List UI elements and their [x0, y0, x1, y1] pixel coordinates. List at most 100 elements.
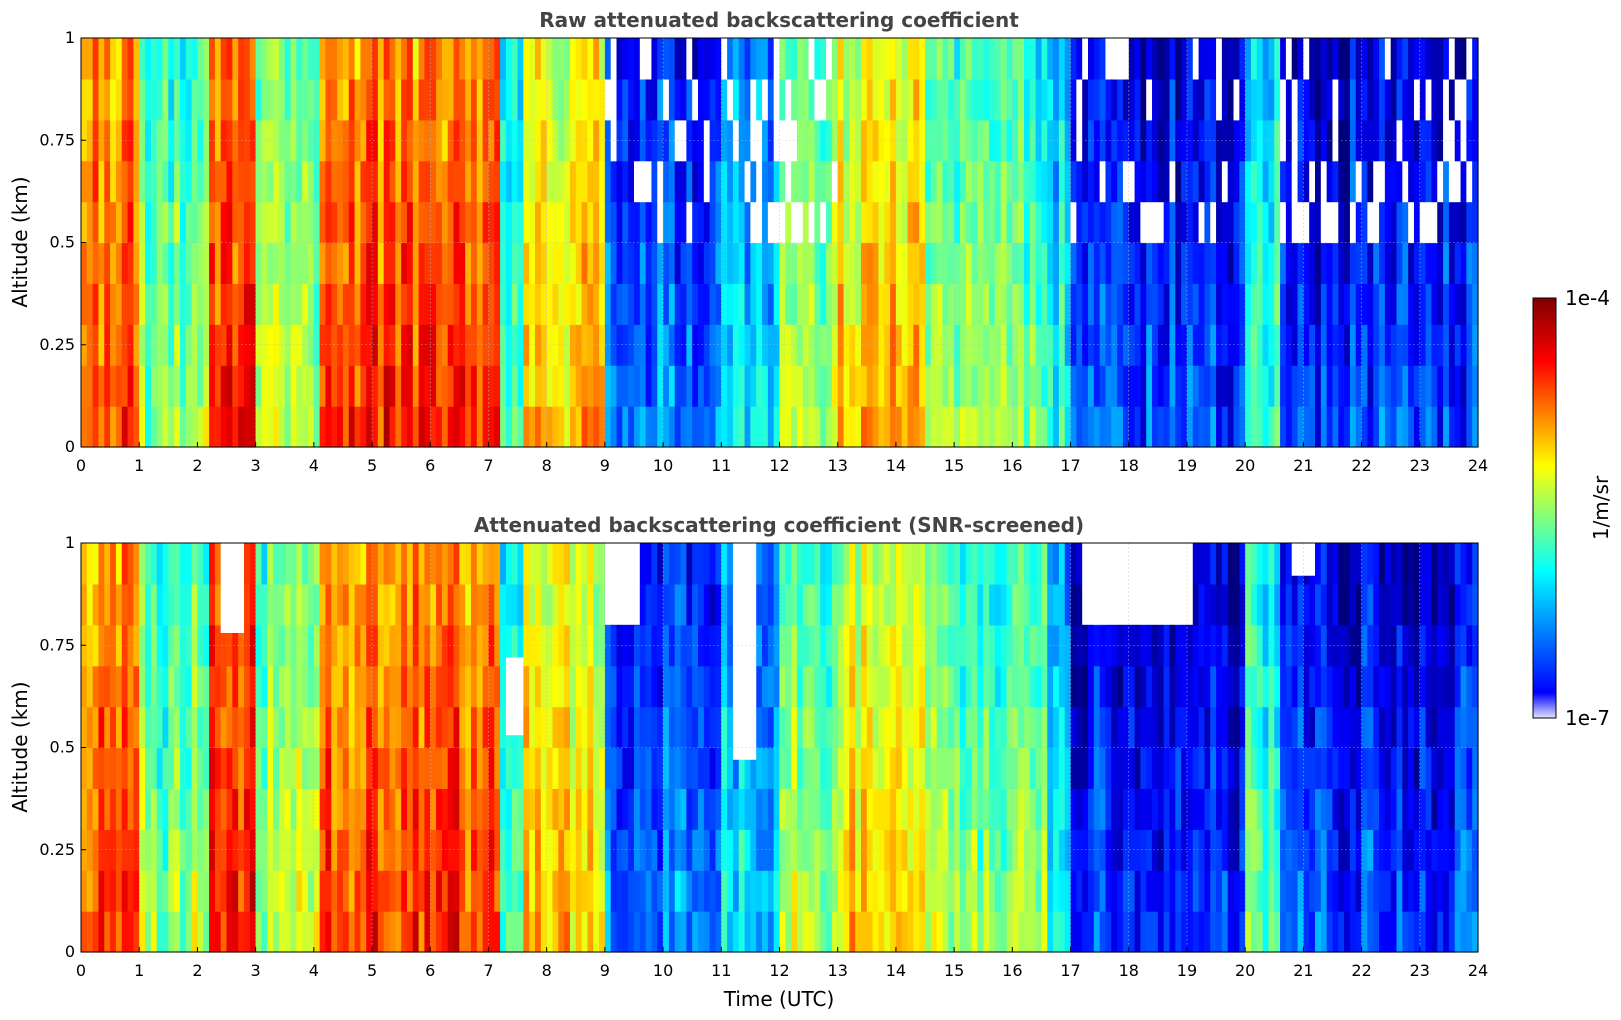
heatmap-cell — [977, 624, 984, 667]
heatmap-cell — [1320, 665, 1328, 708]
heatmap-cell — [1250, 38, 1258, 80]
heatmap-cell — [1408, 78, 1415, 121]
heatmap-cell — [104, 870, 111, 912]
heatmap-cell — [558, 870, 565, 912]
heatmap-cell — [651, 242, 658, 284]
heatmap-cell — [325, 911, 332, 953]
heatmap-cell — [785, 119, 792, 162]
heatmap-cell — [197, 324, 204, 366]
heatmap-cell — [890, 283, 897, 325]
heatmap-cell — [756, 78, 763, 121]
heatmap-cell — [674, 911, 682, 953]
heatmap-cell — [1349, 283, 1357, 325]
heatmap-cell — [1384, 788, 1392, 830]
heatmap-cell — [523, 829, 530, 871]
heatmap-cell — [1134, 283, 1141, 325]
heatmap-cell — [238, 160, 245, 203]
heatmap-cell — [1250, 911, 1258, 953]
heatmap-cell — [1105, 788, 1112, 830]
heatmap-cell — [651, 665, 658, 708]
heatmap-cell — [604, 788, 612, 830]
heatmap-cell — [337, 747, 344, 789]
heatmap-cell — [1390, 406, 1398, 448]
heatmap-cell — [1117, 665, 1124, 708]
heatmap-cell — [919, 788, 926, 830]
heatmap-cell — [738, 788, 746, 830]
heatmap-cell — [511, 119, 519, 162]
heatmap-cell — [465, 38, 472, 80]
heatmap-cell — [110, 406, 117, 448]
heatmap-cell — [1058, 283, 1066, 325]
heatmap-cell — [1454, 543, 1462, 585]
heatmap-cell — [377, 160, 385, 203]
heatmap-cell — [372, 283, 379, 325]
heatmap-cell — [1332, 911, 1339, 953]
heatmap-cell — [1297, 583, 1304, 626]
heatmap-cell — [1041, 583, 1048, 626]
heatmap-cell — [610, 38, 618, 80]
heatmap-cell — [209, 160, 216, 203]
heatmap-cell — [1163, 911, 1171, 953]
heatmap-cell — [121, 829, 129, 871]
heatmap-cell — [133, 406, 140, 448]
heatmap-cell — [965, 283, 973, 325]
heatmap-cell — [639, 788, 647, 830]
heatmap-cell — [494, 911, 501, 953]
heatmap-cell — [296, 119, 303, 162]
heatmap-cell — [709, 242, 717, 284]
panel-screened-heatmap — [81, 543, 1479, 953]
heatmap-cell — [1227, 406, 1235, 448]
heatmap-cell — [989, 160, 996, 203]
heatmap-cell — [750, 78, 757, 121]
heatmap-cell — [1303, 870, 1310, 912]
heatmap-cell — [1425, 78, 1433, 121]
heatmap-cell — [925, 201, 932, 244]
heatmap-cell — [1332, 543, 1339, 585]
heatmap-cell — [1315, 78, 1322, 121]
heatmap-cell — [511, 283, 519, 325]
heatmap-cell — [860, 160, 868, 203]
heatmap-cell — [267, 706, 274, 749]
heatmap-cell — [517, 242, 524, 284]
heatmap-cell — [773, 911, 781, 953]
heatmap-cell — [1291, 829, 1299, 871]
heatmap-cell — [319, 242, 327, 284]
heatmap-cell — [762, 160, 769, 203]
heatmap-cell — [1146, 78, 1153, 121]
heatmap-cell — [575, 283, 583, 325]
heatmap-cell — [418, 160, 426, 203]
heatmap-cell — [232, 119, 239, 162]
heatmap-cell — [977, 242, 984, 284]
heatmap-cell — [732, 119, 740, 162]
heatmap-cell — [406, 706, 414, 749]
heatmap-cell — [1227, 706, 1235, 749]
heatmap-cell — [1006, 665, 1013, 708]
heatmap-cell — [639, 242, 647, 284]
heatmap-cell — [1076, 870, 1083, 912]
heatmap-cell — [331, 870, 338, 912]
heatmap-cell — [930, 911, 938, 953]
heatmap-cell — [1291, 201, 1299, 244]
heatmap-cell — [971, 78, 979, 121]
heatmap-cell — [1460, 788, 1467, 830]
heatmap-cell — [785, 201, 792, 244]
heatmap-cell — [994, 870, 1002, 912]
heatmap-cell — [1047, 706, 1054, 749]
heatmap-cell — [1443, 365, 1450, 407]
heatmap-cell — [220, 242, 228, 284]
heatmap-cell — [1221, 583, 1229, 626]
heatmap-cell — [488, 324, 495, 366]
heatmap-cell — [1431, 283, 1438, 325]
heatmap-cell — [1431, 78, 1438, 121]
heatmap-cell — [779, 324, 786, 366]
heatmap-cell — [1280, 583, 1287, 626]
heatmap-cell — [1076, 78, 1083, 121]
heatmap-cell — [523, 543, 530, 585]
heatmap-cell — [529, 201, 536, 244]
heatmap-cell — [575, 160, 583, 203]
heatmap-cell — [1041, 829, 1048, 871]
heatmap-cell — [1361, 160, 1368, 203]
heatmap-cell — [1448, 543, 1456, 585]
heatmap-cell — [98, 38, 105, 80]
heatmap-cell — [925, 911, 932, 953]
